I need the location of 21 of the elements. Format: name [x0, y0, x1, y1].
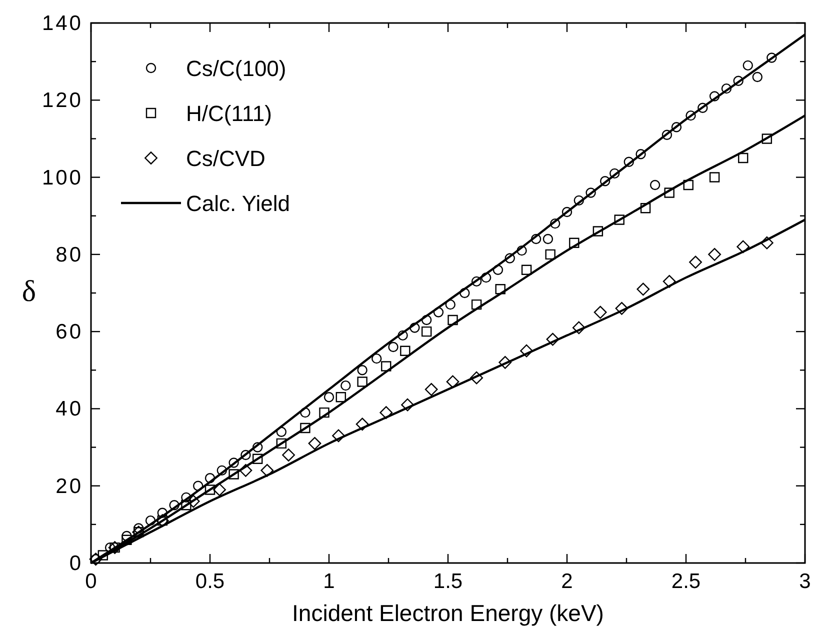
y-tick-label: 100	[42, 166, 83, 190]
y-axis-title: δ	[22, 275, 36, 308]
y-tick-label: 20	[56, 474, 83, 498]
x-tick-label: 0.5	[195, 570, 225, 593]
x-tick-label: 1	[323, 570, 335, 593]
y-tick-label: 60	[56, 320, 83, 344]
y-tick-label: 40	[56, 398, 83, 421]
legend-label: Cs/CVD	[186, 146, 266, 171]
x-tick-label: 3	[799, 570, 811, 593]
legend-label: H/C(111)	[186, 101, 272, 126]
x-tick-label: 2	[561, 570, 573, 593]
legend-label: Calc. Yield	[186, 191, 290, 216]
x-tick-label: 1.5	[433, 570, 463, 593]
y-tick-label: 80	[56, 243, 83, 266]
y-tick-label: 140	[42, 12, 83, 35]
legend-label: Cs/C(100)	[186, 56, 286, 81]
y-tick-label: 120	[42, 89, 83, 112]
x-tick-label: 2.5	[671, 570, 701, 593]
y-tick-label: 0	[69, 552, 83, 575]
x-tick-label: 0	[85, 570, 97, 593]
x-axis-title: Incident Electron Energy (keV)	[292, 600, 604, 626]
